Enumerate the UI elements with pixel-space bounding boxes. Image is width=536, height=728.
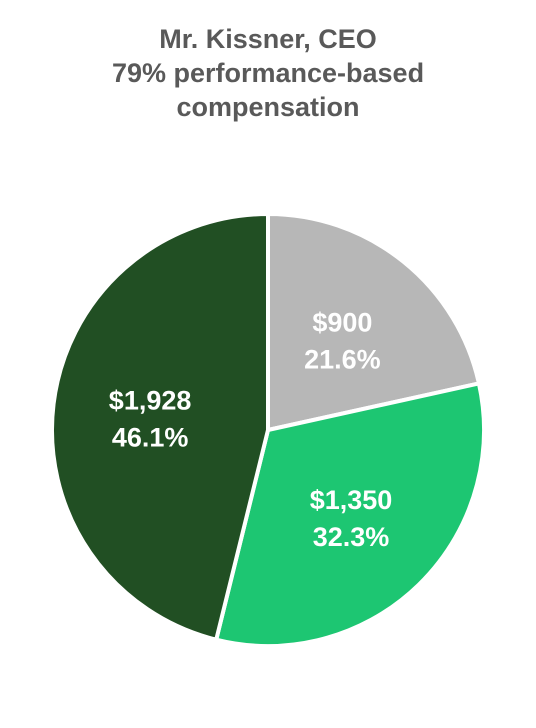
slice-percent-label-2: 46.1% [112,423,189,453]
pie-slice-0 [266,212,481,432]
chart-title-line-1: Mr. Kissner, CEO [159,24,377,54]
chart-title-line-2: 79% performance-based [111,58,425,88]
pie-slice-1 [214,381,486,648]
slice-label-0: $900 21.6% [304,307,381,374]
slice-value-label-2: $1,928 [109,386,192,416]
slice-label-1: $1,350 32.3% [310,485,393,552]
slice-label-2: $1,928 46.1% [109,386,192,453]
slice-value-label-1: $1,350 [310,485,393,515]
pie-slice-2 [50,212,270,642]
slice-percent-label-1: 32.3% [313,522,390,552]
slice-value-label-0: $900 [312,307,372,337]
chart-title-line-3: compensation [176,92,360,122]
slice-percent-label-0: 21.6% [304,344,381,374]
chart-title: Mr. Kissner, CEO 79% performance-based c… [0,22,536,124]
